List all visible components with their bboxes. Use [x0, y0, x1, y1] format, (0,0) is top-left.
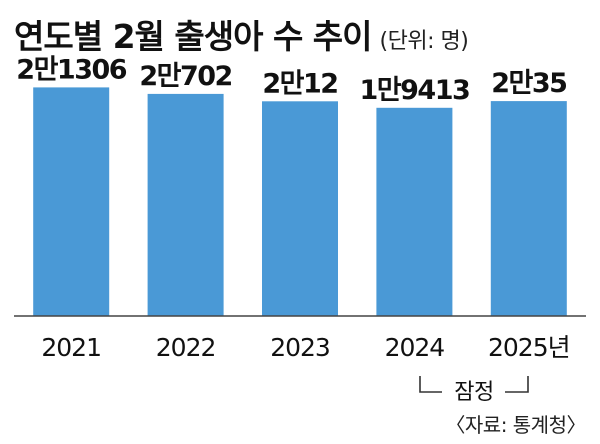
bar-2024 [376, 107, 453, 316]
unit-label: (단위: 명) [379, 29, 469, 54]
value-label-2025년: 2만35 [491, 68, 566, 99]
provisional-bracket-right [505, 376, 529, 393]
bars-group [33, 87, 567, 317]
title-row: 연도별 2월 출생아 수 추이 (단위: 명) [14, 10, 469, 56]
bar-2025년 [490, 101, 567, 316]
bar-2023 [262, 101, 338, 316]
chart-title: 연도별 2월 출생아 수 추이 [14, 17, 373, 56]
bar-2022 [147, 93, 224, 317]
x-tick-label-2025년: 2025년 [488, 333, 570, 362]
bar-2021 [33, 87, 110, 317]
x-tick-label-2022: 2022 [156, 333, 216, 362]
value-labels-group: 2만1306 2만702 2만12 1만9413 2만35 [16, 54, 568, 106]
x-tick-label-2023: 2023 [270, 333, 330, 362]
value-label-2021: 2만1306 [16, 54, 126, 85]
source-note: 〈자료: 통계청〉 [445, 413, 586, 437]
x-tick-labels-group: 2021 2022 2023 2024 2025년 [41, 333, 570, 362]
x-tick-label-2024: 2024 [385, 333, 445, 362]
provisional-note: 잠정 [454, 380, 493, 405]
value-label-2022: 2만702 [139, 61, 232, 92]
value-label-2023: 2만12 [262, 68, 337, 99]
provisional-bracket-left [419, 376, 442, 393]
value-label-2024: 1만9413 [360, 75, 470, 106]
x-tick-label-2021: 2021 [41, 333, 101, 362]
